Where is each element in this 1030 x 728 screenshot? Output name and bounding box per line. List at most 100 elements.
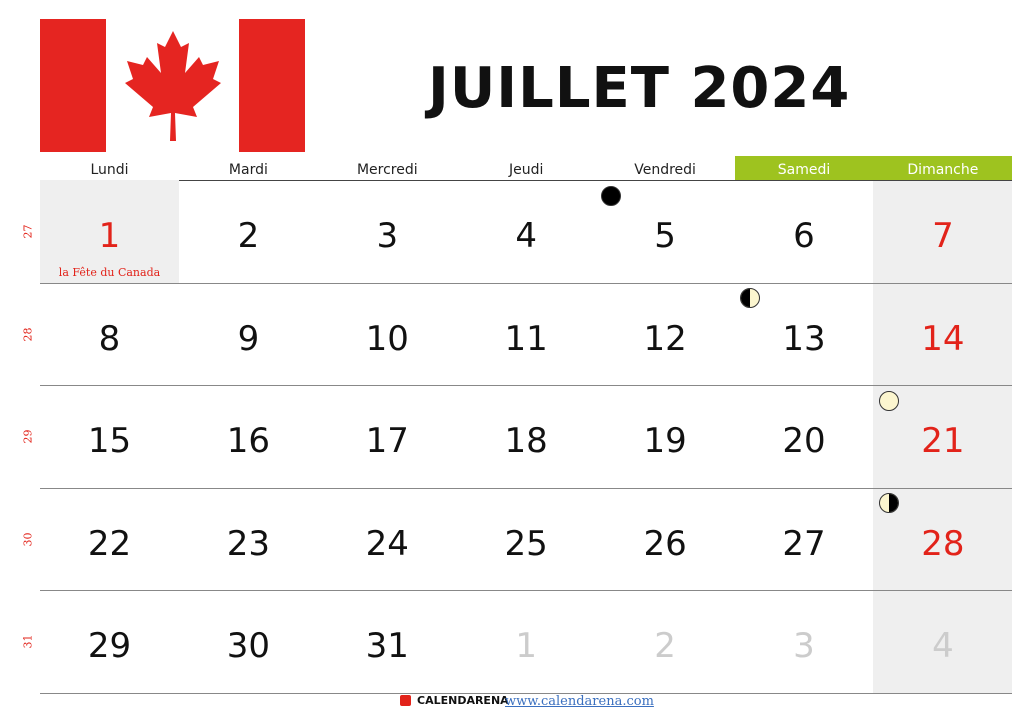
day-number: 22 xyxy=(87,523,132,564)
day-cell[interactable]: 28 xyxy=(873,488,1012,591)
day-cell[interactable]: 3 xyxy=(318,180,457,283)
brand-name: CALENDARENA xyxy=(417,694,509,707)
day-cell[interactable]: 10 xyxy=(318,283,457,386)
day-number: 24 xyxy=(365,523,409,564)
day-number: 1 xyxy=(98,216,121,256)
day-number: 17 xyxy=(365,421,409,462)
day-number: 3 xyxy=(376,216,399,256)
day-cell[interactable]: 4 xyxy=(457,180,596,283)
day-number: 31 xyxy=(365,626,409,667)
day-cell[interactable]: 26 xyxy=(596,488,735,591)
day-number: 29 xyxy=(87,626,132,667)
day-number: 1 xyxy=(515,626,537,667)
day-cell[interactable]: 2 xyxy=(179,180,318,283)
day-cell[interactable]: 3 xyxy=(735,590,874,693)
day-number: 23 xyxy=(226,523,271,564)
last-quarter-icon xyxy=(879,493,899,513)
first-quarter-icon xyxy=(740,288,760,308)
page-title: JUILLET 2024 xyxy=(428,56,851,121)
weekday-header: Mercredi xyxy=(356,162,418,178)
sunday-column xyxy=(873,180,1013,693)
day-number: 2 xyxy=(237,216,260,256)
day-cell[interactable]: 19 xyxy=(596,385,735,488)
day-cell[interactable]: 24 xyxy=(318,488,457,591)
day-cell[interactable]: 14 xyxy=(873,283,1012,386)
day-cell[interactable]: 15 xyxy=(40,385,179,488)
day-cell[interactable]: 31 xyxy=(318,590,457,693)
day-number: 11 xyxy=(504,318,548,359)
day-number: 6 xyxy=(793,216,815,256)
day-number: 28 xyxy=(921,523,965,564)
weekday-header: Vendredi xyxy=(634,162,696,178)
day-number: 7 xyxy=(932,216,954,256)
day-number: 10 xyxy=(365,318,409,359)
divider xyxy=(40,487,1012,489)
calendar-icon xyxy=(400,695,411,706)
day-cell[interactable]: 6 xyxy=(735,180,874,283)
week-number: 27 xyxy=(21,224,35,239)
day-cell[interactable]: 1 xyxy=(457,590,596,693)
maple-leaf-icon xyxy=(125,31,221,141)
day-number: 20 xyxy=(782,421,826,462)
weekday-header: Mardi xyxy=(228,162,268,178)
day-cell[interactable]: 16 xyxy=(179,385,318,488)
holiday-label: la Fête du Canada xyxy=(58,266,161,279)
day-cell[interactable]: 12 xyxy=(596,283,735,386)
day-number: 9 xyxy=(237,318,260,359)
day-cell[interactable]: 20 xyxy=(735,385,874,488)
day-number: 3 xyxy=(793,626,815,667)
day-cell[interactable]: 5 xyxy=(596,180,735,283)
day-number: 5 xyxy=(654,216,676,256)
day-number: 12 xyxy=(643,318,687,359)
day-cell[interactable]: 23 xyxy=(179,488,318,591)
day-cell[interactable]: 22 xyxy=(40,488,179,591)
day-cell[interactable]: 18 xyxy=(457,385,596,488)
day-cell[interactable]: 17 xyxy=(318,385,457,488)
website-link[interactable]: www.calendarena.com xyxy=(505,694,654,709)
day-cell[interactable]: 21 xyxy=(873,385,1012,488)
day-cell[interactable]: 25 xyxy=(457,488,596,591)
day-number: 4 xyxy=(932,626,954,667)
day-number: 13 xyxy=(782,318,826,359)
day-number: 4 xyxy=(515,216,537,256)
divider xyxy=(40,385,1012,387)
day-cell[interactable]: 11 xyxy=(457,283,596,386)
day-cell[interactable]: 7 xyxy=(873,180,1012,283)
day-number: 19 xyxy=(643,421,687,462)
full-moon-icon xyxy=(879,391,899,411)
day-cell[interactable]: 9 xyxy=(179,283,318,386)
day-cell[interactable]: 1 la Fête du Canada xyxy=(40,180,179,283)
week-number: 29 xyxy=(21,429,35,444)
divider xyxy=(40,180,1012,181)
day-cell[interactable]: 4 xyxy=(873,590,1012,693)
week-number: 28 xyxy=(21,327,35,342)
divider xyxy=(40,282,1012,284)
day-number: 21 xyxy=(921,421,965,462)
divider xyxy=(40,590,1012,592)
day-number: 26 xyxy=(643,523,687,564)
weekday-header: Samedi xyxy=(734,156,874,180)
day-number: 25 xyxy=(504,523,548,564)
day-cell[interactable]: 13 xyxy=(735,283,874,386)
week-number: 31 xyxy=(21,634,35,649)
day-number: 14 xyxy=(921,318,965,359)
new-moon-icon xyxy=(601,186,621,206)
divider xyxy=(40,693,1012,694)
day-cell[interactable]: 27 xyxy=(735,488,874,591)
day-cell[interactable]: 2 xyxy=(596,590,735,693)
day-number: 30 xyxy=(226,626,271,667)
week-number: 30 xyxy=(21,532,35,547)
day-cell[interactable]: 29 xyxy=(40,590,179,693)
weekday-header: Dimanche xyxy=(873,156,1013,180)
brand-logo: CALENDARENA xyxy=(400,694,509,707)
day-cell[interactable]: 8 xyxy=(40,283,179,386)
day-number: 16 xyxy=(226,421,271,462)
day-number: 18 xyxy=(504,421,548,462)
day-number: 8 xyxy=(98,318,121,359)
weekday-header: Jeudi xyxy=(508,162,544,178)
day-number: 15 xyxy=(87,421,132,462)
day-cell[interactable]: 30 xyxy=(179,590,318,693)
day-number: 27 xyxy=(782,523,826,564)
day-number: 2 xyxy=(654,626,676,667)
weekday-header: Lundi xyxy=(90,162,129,178)
